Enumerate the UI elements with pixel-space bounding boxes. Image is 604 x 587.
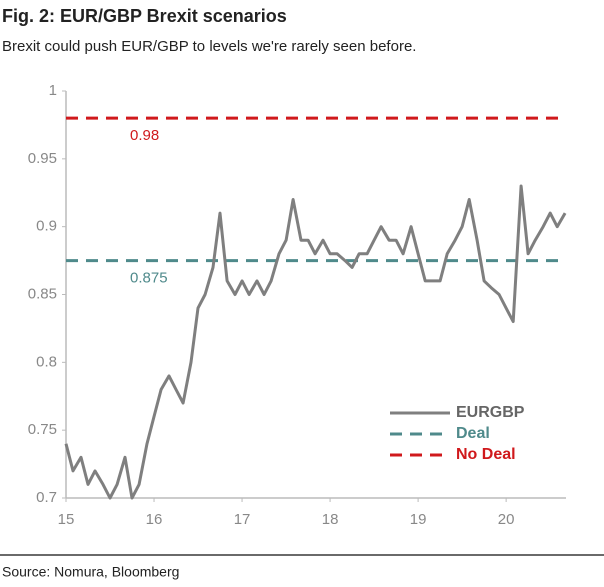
legend-label: EURGBP	[456, 404, 525, 421]
x-tick-label: 17	[234, 511, 251, 528]
reference-label: 0.875	[130, 270, 168, 287]
y-tick-label: 0.8	[36, 353, 57, 370]
y-tick-label: 0.85	[28, 285, 57, 302]
x-tick-label: 16	[146, 511, 163, 528]
y-tick-label: 1	[49, 82, 57, 99]
x-tick-label: 19	[410, 511, 427, 528]
legend-label: No Deal	[456, 446, 516, 463]
y-tick-label: 0.95	[28, 150, 57, 167]
x-tick-label: 15	[58, 511, 75, 528]
source: Source: Nomura, Bloomberg	[2, 564, 179, 580]
y-tick-label: 0.75	[28, 421, 57, 438]
reference-label: 0.98	[130, 127, 159, 144]
y-tick-label: 0.7	[36, 489, 57, 506]
series-line	[64, 184, 567, 500]
chart-title: Fig. 2: EUR/GBP Brexit scenarios	[2, 6, 287, 26]
legend-label: Deal	[456, 425, 490, 442]
x-tick-label: 20	[498, 511, 515, 528]
y-tick-label: 0.9	[36, 218, 57, 235]
chart-subtitle: Brexit could push EUR/GBP to levels we'r…	[2, 38, 416, 55]
x-tick-label: 18	[322, 511, 339, 528]
